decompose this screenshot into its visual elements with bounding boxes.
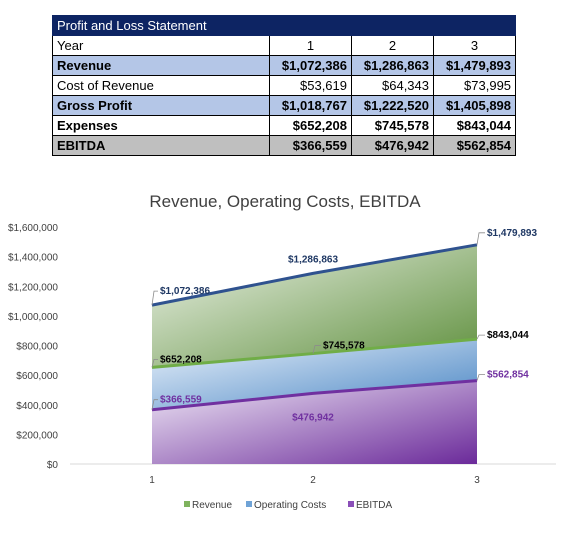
data-label: $366,559 [160,395,202,406]
chart-title: Revenue, Operating Costs, EBITDA [149,192,421,211]
data-label-leader [151,399,158,410]
legend-revenue: Revenue [184,500,232,511]
row-value: $73,995 [432,75,517,96]
row-label: Cost of Revenue [52,75,270,96]
y-tick-label: $1,200,000 [8,282,58,293]
x-tick-label: 2 [310,475,316,486]
y-tick-label: $400,000 [16,401,58,412]
table-header-row: Year 1 2 3 [52,35,517,56]
data-label: $476,942 [292,412,334,423]
legend-ebitda: EBITDA [348,500,392,511]
x-tick-label: 3 [474,475,480,486]
table-row: Revenue $1,072,386 $1,286,863 $1,479,893 [52,55,517,76]
data-label: $1,479,893 [487,228,537,239]
header-year: 3 [432,35,517,56]
row-value: $1,479,893 [432,55,517,76]
row-value: $1,405,898 [432,95,517,116]
row-value: $64,343 [351,75,434,96]
header-year: 2 [351,35,434,56]
table-title-row: Profit and Loss Statement [51,15,517,36]
legend-swatch [348,501,354,507]
row-value: $652,208 [269,115,352,136]
header-label: Year [52,35,270,56]
table-row: Cost of Revenue $53,619 $64,343 $73,995 [52,75,517,96]
row-value: $1,222,520 [351,95,434,116]
row-value: $562,854 [432,135,517,156]
data-label: $745,578 [323,341,365,352]
data-label-leader [151,358,158,368]
ebitda-line [151,379,478,412]
row-value: $53,619 [269,75,352,96]
legend-label: Operating Costs [254,500,326,511]
operating-costs-line [151,337,478,369]
legend-swatch [246,501,252,507]
data-label-leader [476,232,485,245]
data-label: $1,072,386 [160,286,210,297]
data-label-leader [476,334,485,340]
header-year: 1 [269,35,352,56]
profit-loss-table-body: Profit and Loss Statement Year 1 2 3 Rev… [51,15,517,156]
row-value: $745,578 [351,115,434,136]
table-row: Gross Profit $1,018,767 $1,222,520 $1,405,8… [52,95,517,116]
table-row: Expenses $652,208 $745,578 $843,044 [52,115,517,136]
data-label-leader [476,374,485,381]
table-title: Profit and Loss Statement [51,15,517,36]
row-value: $1,286,863 [351,55,434,76]
legend-operating-costs: Operating Costs [246,500,326,511]
y-tick-label: $1,400,000 [8,253,58,264]
legend-label: EBITDA [356,500,392,511]
revenue-costs-ebitda-chart: Revenue, Operating Costs, EBITDA $0 $200,0… [8,192,556,511]
y-tick-label: $800,000 [16,342,58,353]
row-value: $843,044 [432,115,517,136]
revenue-area [152,244,477,368]
row-label: Revenue [52,55,270,76]
legend-swatch [184,501,190,507]
operating-costs-area [152,339,477,410]
row-value: $476,942 [351,135,434,156]
data-label: $652,208 [160,354,202,365]
y-tick-label: $0 [47,460,59,471]
table-row: EBITDA $366,559 $476,942 $562,854 [52,135,517,156]
data-label: $562,854 [487,370,529,381]
x-tick-label: 1 [149,475,155,486]
profit-loss-table: Profit and Loss Statement Year 1 2 3 Rev… [51,15,517,156]
data-label-leader [151,290,158,306]
row-value: $366,559 [269,135,352,156]
y-tick-label: $1,000,000 [8,312,58,323]
revenue-line [151,243,478,307]
data-label: $843,044 [487,330,529,341]
y-tick-label: $200,000 [16,430,58,441]
row-value: $1,018,767 [269,95,352,116]
data-label-leader [312,345,321,354]
row-label: EBITDA [52,135,270,156]
y-tick-label: $1,600,000 [8,223,58,234]
row-label: Expenses [52,115,270,136]
row-label: Gross Profit [52,95,270,116]
data-label: $1,286,863 [288,254,338,265]
y-tick-label: $600,000 [16,371,58,382]
legend-label: Revenue [192,500,232,511]
row-value: $1,072,386 [269,55,352,76]
